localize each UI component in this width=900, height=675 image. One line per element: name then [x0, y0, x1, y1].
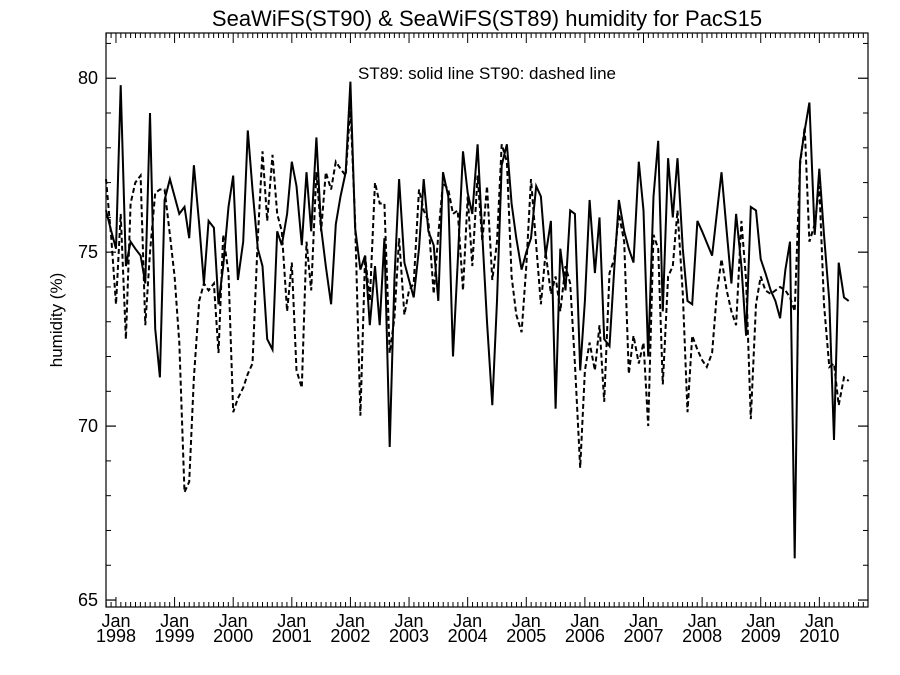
x-tick-label-month: Jan	[512, 611, 541, 631]
line-style-annotation: ST89: solid line ST90: dashed line	[358, 64, 616, 83]
x-tick-label-year: 2006	[565, 626, 605, 646]
x-tick-label-month: Jan	[805, 611, 834, 631]
x-tick-label-month: Jan	[219, 611, 248, 631]
x-tick-label-month: Jan	[277, 611, 306, 631]
y-axis-label: humidity (%)	[47, 273, 66, 367]
x-tick-label-year: 2009	[741, 626, 781, 646]
x-tick-label-month: Jan	[160, 611, 189, 631]
x-tick-label-month: Jan	[570, 611, 599, 631]
x-tick-label-month: Jan	[336, 611, 365, 631]
x-tick-label-year: 2001	[272, 626, 312, 646]
x-tick-label-month: Jan	[395, 611, 424, 631]
x-tick-label-year: 2007	[623, 626, 663, 646]
x-tick-label-year: 2002	[330, 626, 370, 646]
chart-title: SeaWiFS(ST90) & SeaWiFS(ST89) humidity f…	[212, 6, 762, 31]
series-line-solid	[105, 81, 850, 559]
x-tick-label-month: Jan	[746, 611, 775, 631]
y-tick-label: 70	[78, 416, 98, 436]
x-tick-label-year: 2004	[448, 626, 488, 646]
axis-layer: 65707580Jan1998Jan1999Jan2000Jan2001Jan2…	[78, 32, 869, 646]
x-tick-label-year: 2005	[506, 626, 546, 646]
x-tick-label-month: Jan	[101, 611, 130, 631]
x-tick-label-year: 1999	[155, 626, 195, 646]
series-layer	[105, 81, 850, 559]
x-tick-label-year: 2010	[799, 626, 839, 646]
x-tick-label-month: Jan	[688, 611, 717, 631]
series-line-dashed	[105, 106, 850, 493]
y-tick-label: 65	[78, 590, 98, 610]
x-tick-label-year: 2003	[389, 626, 429, 646]
x-tick-label-month: Jan	[629, 611, 658, 631]
x-tick-label-month: Jan	[453, 611, 482, 631]
x-tick-label-year: 2000	[213, 626, 253, 646]
y-tick-label: 75	[78, 242, 98, 262]
x-tick-label-year: 2008	[682, 626, 722, 646]
y-tick-label: 80	[78, 68, 98, 88]
x-tick-label-year: 1998	[96, 626, 136, 646]
